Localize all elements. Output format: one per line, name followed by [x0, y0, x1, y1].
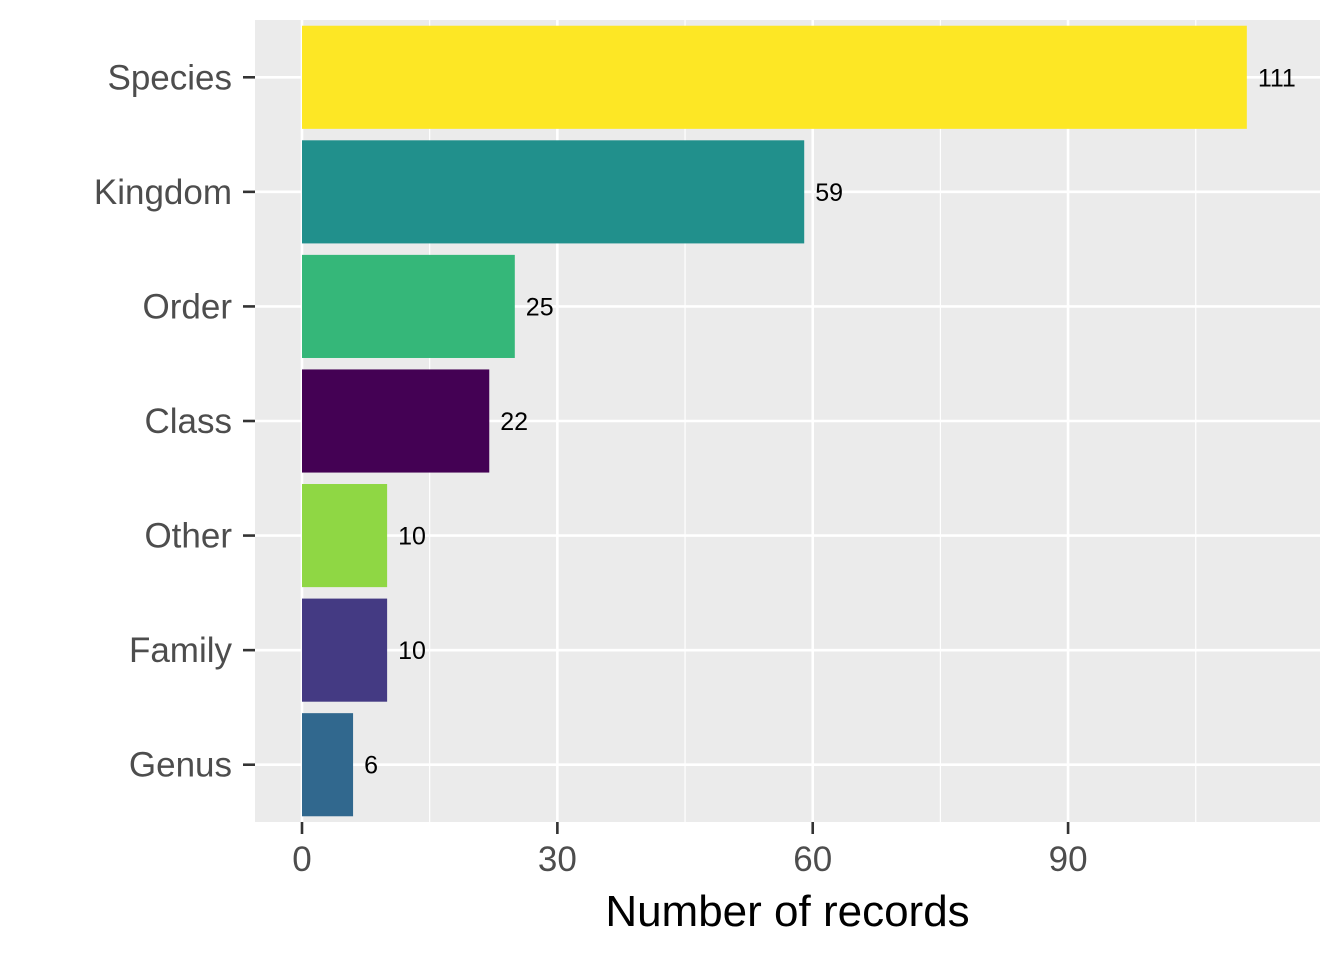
y-tick-label: Family	[129, 631, 233, 670]
y-tick-label: Kingdom	[94, 173, 232, 212]
y-tick-label: Genus	[129, 746, 232, 785]
data-label-other: 10	[398, 523, 426, 551]
bar-order	[302, 254, 515, 358]
y-axis: Species Kingdom Order Class Other Family Genus	[94, 58, 255, 785]
x-tick-label: 30	[538, 840, 577, 879]
y-tick-label: Class	[144, 402, 232, 441]
data-label-species: 111	[1258, 64, 1296, 92]
x-tick-label: 0	[292, 840, 311, 879]
x-tick-label: 60	[793, 840, 832, 879]
x-axis: 0 30 60 90	[292, 822, 1088, 879]
data-label-kingdom: 59	[815, 179, 843, 207]
data-label-order: 25	[526, 293, 554, 321]
bar-family	[302, 598, 388, 702]
data-labels-group: 111 59 25 22 10 10 6	[364, 64, 1296, 779]
bars-group	[302, 25, 1247, 817]
bar-genus	[302, 713, 354, 817]
data-label-class: 22	[500, 408, 528, 436]
bar-species	[302, 25, 1247, 129]
bar-class	[302, 369, 490, 473]
bar-other	[302, 484, 388, 588]
data-label-family: 10	[398, 637, 426, 665]
y-tick-label: Species	[107, 58, 232, 97]
bar-kingdom	[302, 140, 805, 244]
y-tick-label: Other	[144, 517, 232, 556]
y-tick-label: Order	[143, 287, 233, 326]
x-axis-title: Number of records	[605, 887, 969, 936]
x-tick-label: 90	[1049, 840, 1088, 879]
data-label-genus: 6	[364, 752, 378, 780]
